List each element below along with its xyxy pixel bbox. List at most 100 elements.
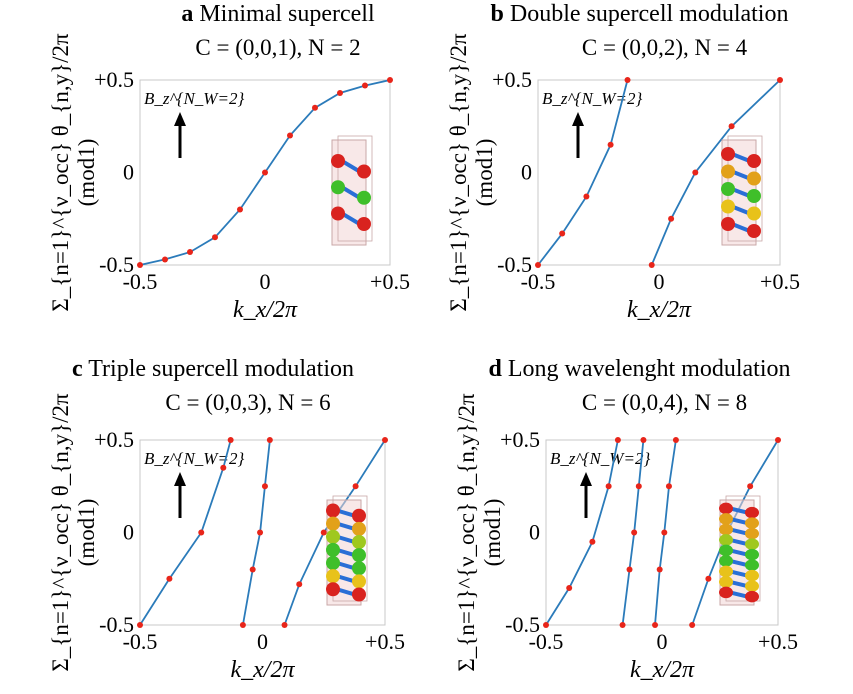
x-axis-label: k_x/2π	[233, 297, 298, 323]
data-point	[747, 483, 754, 490]
panel-subtitle: C = (0,0,3), N = 6	[70, 389, 426, 417]
panel-letter: b	[490, 1, 504, 27]
panel-subtitle: C = (0,0,4), N = 8	[476, 389, 853, 417]
x-axis-label: k_x/2π	[627, 297, 692, 323]
panel-subtitle-text: C = (0,0,4), N = 8	[581, 390, 748, 415]
y-tick-label: 0	[123, 520, 134, 545]
spin-lobe	[326, 582, 340, 597]
data-point	[640, 437, 647, 443]
data-point	[583, 193, 590, 200]
y-axis-label: Σ_{n=1}^{ν_occ} θ_{n,y}/2π	[446, 33, 471, 312]
spin-lobe	[352, 521, 366, 536]
spin-lobe	[719, 565, 733, 578]
data-point	[382, 437, 388, 443]
spin-lobe	[719, 523, 733, 536]
data-point	[166, 575, 173, 582]
spin-lobe	[719, 502, 733, 515]
spin-lobe	[331, 206, 345, 221]
y-tick-label: +0.5	[94, 67, 134, 92]
data-point	[187, 249, 193, 256]
spin-lobe	[352, 574, 366, 589]
y-tick-label: 0	[123, 160, 134, 185]
plot-frame	[139, 439, 386, 626]
series-line	[242, 439, 271, 626]
spin-lobe	[745, 527, 759, 540]
data-point	[614, 437, 621, 443]
data-point	[652, 622, 659, 628]
y-axis-label-mod: (mod1)	[472, 139, 497, 207]
spin-lobe	[719, 576, 733, 588]
plot-b: B_z^{N_W=2} -0.5 0 +0.5 -0.5 0 +0.5 k_x/2π Σ_{n=…	[446, 33, 800, 323]
x-tick-label: 0	[654, 269, 665, 294]
y-tick-label: -0.5	[497, 252, 532, 277]
panel-title: a Minimal supercell	[120, 0, 436, 28]
data-point	[728, 123, 735, 130]
data-point	[257, 529, 264, 536]
y-tick-label: -0.5	[99, 252, 134, 277]
spin-lobe	[331, 180, 345, 195]
field-label: B_z^{N_W=2}	[550, 449, 650, 468]
panel-title-text: Double supercell modulation	[509, 1, 789, 27]
panel-d: d Long wavelenght modulation C = (0,0,4)…	[426, 355, 853, 694]
spin-lobe	[326, 542, 340, 557]
x-tick-label: +0.5	[365, 629, 405, 654]
y-axis-label-mod: (mod1)	[74, 139, 99, 207]
data-point	[320, 529, 327, 536]
x-tick-label: -0.5	[123, 269, 158, 294]
y-axis-label: Σ_{n=1}^{ν_occ} θ_{n,y}/2π	[454, 393, 479, 672]
spin-lobe	[326, 556, 340, 570]
data-point	[635, 483, 642, 490]
panel-title: b Double supercell modulation	[426, 0, 853, 28]
x-tick-label: -0.5	[521, 269, 556, 294]
y-axis-label: Σ_{n=1}^{ν_occ} θ_{n,y}/2π	[48, 33, 73, 312]
y-tick-label: -0.5	[505, 612, 540, 637]
data-point	[162, 256, 168, 263]
data-point	[559, 230, 566, 237]
spin-lobe	[719, 586, 733, 599]
spin-lobe	[357, 217, 371, 231]
panel-a: a Minimal supercell C = (0,0,1), N = 2 B…	[0, 0, 426, 345]
data-point	[605, 483, 612, 490]
spin-lobe	[747, 171, 761, 186]
data-point	[665, 483, 672, 490]
spin-lobe	[747, 189, 761, 203]
data-point	[692, 169, 699, 176]
data-point	[312, 104, 318, 111]
x-tick-label: -0.5	[123, 629, 158, 654]
spin-lobe	[721, 199, 735, 214]
spin-lobe	[745, 580, 759, 592]
spin-lobe	[719, 534, 733, 546]
data-point	[249, 566, 256, 573]
data-point	[672, 437, 679, 443]
plot-frame	[537, 79, 781, 266]
data-point	[212, 234, 218, 241]
spin-lobe	[745, 506, 759, 519]
data-point	[220, 464, 227, 471]
spin-lobe	[719, 555, 733, 567]
data-point	[626, 566, 633, 573]
data-point	[566, 585, 573, 591]
data-point	[227, 437, 234, 443]
data-point	[262, 169, 268, 176]
spin-lobe	[745, 559, 759, 571]
data-point	[239, 622, 246, 628]
data-point	[775, 437, 781, 443]
spin-lobe	[326, 569, 340, 584]
data-point	[261, 483, 268, 490]
spin-lobe	[745, 517, 759, 529]
plot-frame	[545, 439, 779, 626]
spin-lobe	[747, 224, 761, 238]
spin-lobe	[747, 206, 761, 221]
data-point	[296, 581, 303, 588]
y-tick-label: 0	[529, 520, 540, 545]
spin-lobe	[745, 569, 759, 582]
spin-lobe	[352, 508, 366, 523]
data-point	[648, 262, 655, 268]
spin-lobe	[745, 590, 759, 603]
spin-lobe	[326, 529, 340, 544]
x-tick-label: +0.5	[760, 269, 800, 294]
plot-c: B_z^{N_W=2} -0.5 0 +0.5 -0.5 0 +0.5 k_x/2π Σ_{n=…	[48, 393, 405, 683]
data-point	[668, 215, 675, 222]
field-arrow-head	[174, 112, 186, 126]
y-axis-label-mod: (mod1)	[74, 499, 99, 567]
